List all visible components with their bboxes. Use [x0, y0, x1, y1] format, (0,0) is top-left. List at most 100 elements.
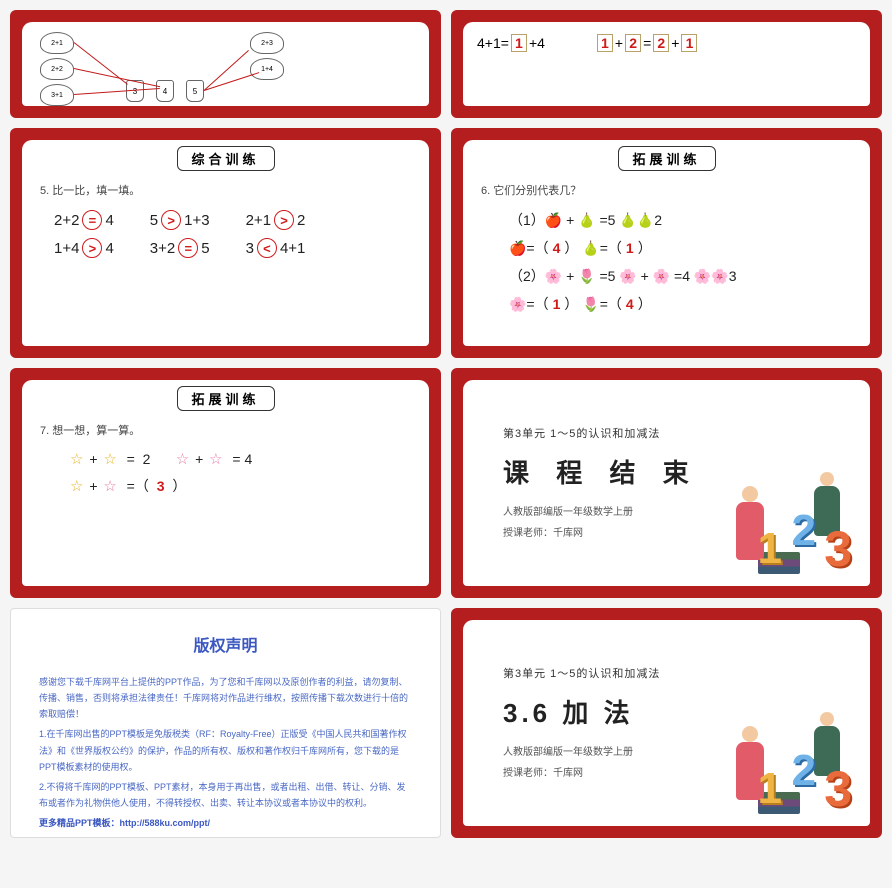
slide-doves-inner: 2+1 2+2 3+1 2+3 1+4 3 4 5 [22, 22, 429, 106]
equation-row: 4+1= 1 +4 1 + 2 = 2 + 1 [477, 34, 856, 52]
rep-l2bv: 1 [626, 240, 634, 256]
end-unit: 第3单元 1～5的认识和加减法 [503, 425, 852, 441]
slide-stars-inner: 拓展训练 7. 想一想，算一算。 ☆ + ☆ = 2 ☆ + ☆ = 4 ☆ +… [22, 380, 429, 586]
stars-prompt: 7. 想一想，算一算。 [40, 422, 411, 438]
copyright-p3: 2.不得将千库网的PPT模板、PPT素材，本身用于再出售，或者出租、出借、转让、… [39, 779, 412, 811]
slide-compare: 综合训练 5. 比一比，填一填。 2+2=4 5>1+3 2+1>2 1+4>4… [10, 128, 441, 358]
eq2-eq: = [643, 35, 651, 51]
doves-diagram: 2+1 2+2 3+1 2+3 1+4 3 4 5 [36, 30, 296, 110]
number-two-icon: 2 [792, 746, 816, 796]
title-stars: 拓展训练 [176, 386, 274, 411]
rep-l4a: 🌸=（ [509, 296, 549, 312]
slide-start: 第3单元 1～5的认识和加减法 3.6 加 法 人教版部编版一年级数学上册 授课… [451, 608, 882, 838]
r1c2-op: > [161, 210, 181, 230]
title-compare: 综合训练 [176, 146, 274, 171]
slide-end-inner: 第3单元 1～5的认识和加减法 课 程 结 束 人教版部编版一年级数学上册 授课… [463, 380, 870, 586]
eq2-p2: + [671, 35, 679, 51]
slide-equations-inner: 4+1= 1 +4 1 + 2 = 2 + 1 [463, 22, 870, 106]
rep-l3: （2）🌸 + 🌷 =5 🌸 + 🌸 =4 🌸🌸3 [509, 266, 852, 286]
rep-l4: 🌸=（1） 🌷=（4） [509, 294, 852, 314]
slide-doves: 2+1 2+2 3+1 2+3 1+4 3 4 5 [10, 10, 441, 118]
title-represent: 拓展训练 [617, 146, 715, 171]
eq1-rhs: +4 [529, 35, 545, 51]
r2c2-op: = [178, 238, 198, 258]
eq2-b2: 2 [625, 34, 641, 52]
eq2-b4: 1 [681, 34, 697, 52]
jar-3: 5 [186, 80, 204, 102]
rep-l4b: ） 🌷=（ [564, 296, 622, 312]
rep-l4av: 1 [553, 296, 561, 312]
rep-l1: （1）🍎 + 🍐 =5 🍐🍐2 [509, 210, 852, 230]
line-2 [74, 68, 160, 87]
rep-l4bv: 4 [626, 296, 634, 312]
slide-start-inner: 第3单元 1～5的认识和加减法 3.6 加 法 人教版部编版一年级数学上册 授课… [463, 620, 870, 826]
r2c2: 3+2=5 [150, 238, 210, 258]
dove-1: 2+1 [40, 32, 74, 54]
slide-represent: 拓展训练 6. 它们分别代表几？ （1）🍎 + 🍐 =5 🍐🍐2 🍎=（4） 🍐… [451, 128, 882, 358]
star-icon: ☆ [70, 451, 83, 468]
dove-2: 2+2 [40, 58, 74, 80]
number-three-icon: 3 [824, 760, 852, 818]
eq2-b3: 2 [653, 34, 669, 52]
dove-3: 3+1 [40, 84, 74, 106]
star-icon: ☆ [103, 451, 116, 468]
dove-4: 2+3 [250, 32, 284, 54]
compare-row2: 1+4>4 3+2=5 3<4+1 [54, 238, 411, 258]
slide-copyright: 版权声明 感谢您下载千库网平台上提供的PPT作品，为了您和千库网以及原创作者的利… [10, 608, 441, 838]
r1c1-l: 2+2 [54, 212, 79, 229]
compare-row1: 2+2=4 5>1+3 2+1>2 [54, 210, 411, 230]
stars-l2v: 3 [157, 478, 165, 494]
rep-l4c: ） [638, 296, 652, 312]
eq2-b1: 1 [597, 34, 613, 52]
r1c1-op: = [82, 210, 102, 230]
r1c2: 5>1+3 [150, 210, 210, 230]
number-one-icon: 1 [758, 764, 782, 814]
start-unit: 第3单元 1～5的认识和加减法 [503, 665, 852, 681]
stars-l2: ☆ + ☆ =（ 3 ） [68, 476, 411, 496]
line-4 [204, 50, 249, 91]
represent-prompt: 6. 它们分别代表几？ [481, 182, 852, 198]
slide-equations: 4+1= 1 +4 1 + 2 = 2 + 1 [451, 10, 882, 118]
eq2-p1: + [615, 35, 623, 51]
rep-l2av: 4 [553, 240, 561, 256]
eq1-box: 1 [511, 34, 527, 52]
jar-2: 4 [156, 80, 174, 102]
rep-l2b: ） 🍐=（ [564, 240, 622, 256]
r1c2-l: 5 [150, 212, 158, 229]
number-one-icon: 1 [758, 524, 782, 574]
star-icon: ☆ [70, 478, 83, 495]
starp-icon: ☆ [209, 451, 222, 468]
r2c1-op: > [82, 238, 102, 258]
r2c1-r: 4 [105, 240, 113, 257]
slide-end: 第3单元 1～5的认识和加减法 课 程 结 束 人教版部编版一年级数学上册 授课… [451, 368, 882, 598]
eq1: 4+1= 1 +4 [477, 34, 545, 52]
copyright-title: 版权声明 [39, 633, 412, 662]
copyright-more-link[interactable]: 更多精品PPT模板：http://588ku.com/ppt/ [39, 815, 412, 831]
r1c1-r: 4 [105, 212, 113, 229]
r1c2-r: 1+3 [184, 212, 209, 229]
slide-stars: 拓展训练 7. 想一想，算一算。 ☆ + ☆ = 2 ☆ + ☆ = 4 ☆ +… [10, 368, 441, 598]
r2c2-r: 5 [201, 240, 209, 257]
line-3 [74, 88, 160, 95]
number-two-icon: 2 [792, 506, 816, 556]
stars-l1: ☆ + ☆ = 2 ☆ + ☆ = 4 [68, 450, 411, 468]
r2c3-r: 4+1 [280, 240, 305, 257]
r1c1: 2+2=4 [54, 210, 114, 230]
starp-icon: ☆ [176, 451, 189, 468]
slide-represent-inner: 拓展训练 6. 它们分别代表几？ （1）🍎 + 🍐 =5 🍐🍐2 🍎=（4） 🍐… [463, 140, 870, 346]
r1c3-r: 2 [297, 212, 305, 229]
r2c2-l: 3+2 [150, 240, 175, 257]
number-three-icon: 3 [824, 520, 852, 578]
r1c3-op: > [274, 210, 294, 230]
r2c1: 1+4>4 [54, 238, 114, 258]
r2c3-op: < [257, 238, 277, 258]
compare-prompt: 5. 比一比，填一填。 [40, 182, 411, 198]
compare-content: 5. 比一比，填一填。 2+2=4 5>1+3 2+1>2 1+4>4 3+2=… [40, 182, 411, 258]
rep-l2: 🍎=（4） 🍐=（1） [509, 238, 852, 258]
kids-illustration: 1 2 3 [730, 470, 860, 580]
rep-l2c: ） [638, 240, 652, 256]
r2c3-l: 3 [246, 240, 254, 257]
r1c3: 2+1>2 [246, 210, 306, 230]
eq1-lhs: 4+1= [477, 35, 509, 51]
r2c3: 3<4+1 [246, 238, 306, 258]
